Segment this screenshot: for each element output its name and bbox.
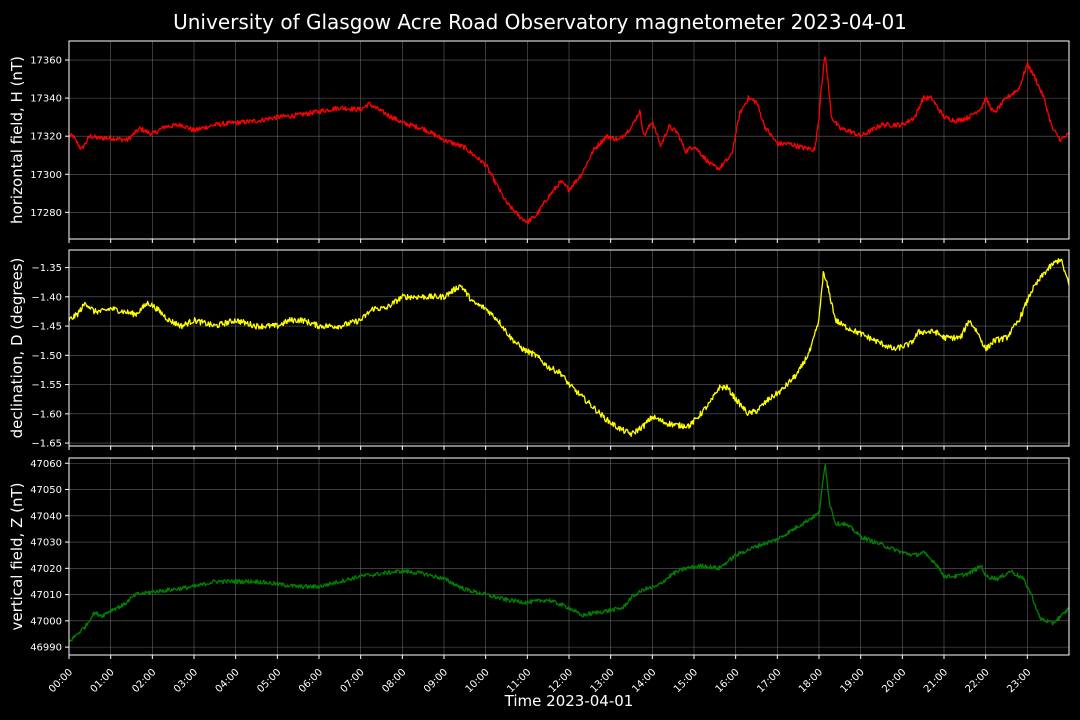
- y-tick-label: 47030: [30, 538, 62, 549]
- x-tick-label: 03:00: [172, 667, 200, 695]
- chart-title: University of Glasgow Acre Road Observat…: [173, 10, 907, 34]
- y-tick-label: 46990: [30, 643, 62, 654]
- x-tick-label: 02:00: [130, 667, 158, 695]
- series-line-Z: [68, 463, 1070, 642]
- x-tick-label: 12:00: [547, 667, 575, 695]
- y-tick-label: −1.40: [31, 292, 62, 303]
- panel-Z: 00:00 01:00 02:00 03:00 04:00 05:00 06:00 07:00…: [8, 457, 1070, 695]
- x-tick-label: 17:00: [755, 667, 783, 695]
- y-tick-label: 17280: [30, 208, 62, 219]
- x-tick-label: 04:00: [214, 667, 242, 695]
- y-axis-title: horizontal field, H (nT): [8, 56, 26, 224]
- x-tick-label: 20:00: [880, 667, 908, 695]
- panel-D: −1.65 −1.60 −1.55 −1.50 −1.45 −1.40 −1.35 decli…: [8, 249, 1070, 450]
- y-tick-label: 17320: [30, 132, 62, 143]
- x-tick-label: 08:00: [380, 667, 408, 695]
- plot-frame: [68, 249, 1070, 447]
- x-tick-label: 18:00: [797, 667, 825, 695]
- y-tick-label: 17300: [30, 170, 62, 181]
- x-tick-label: 16:00: [714, 667, 742, 695]
- y-tick-label: 17340: [30, 94, 62, 105]
- y-axis-title: vertical field, Z (nT): [8, 482, 26, 630]
- y-axis-title: declination, D (degrees): [8, 258, 26, 439]
- x-tick-label: 09:00: [422, 667, 450, 695]
- y-tick-label: 47010: [30, 590, 62, 601]
- x-tick-label: 11:00: [505, 667, 533, 695]
- x-tick-label: 14:00: [630, 667, 658, 695]
- x-tick-label: 07:00: [339, 667, 367, 695]
- y-tick-label: 17360: [30, 56, 62, 67]
- x-tick-label: 15:00: [672, 667, 700, 695]
- y-tick-label: 47040: [30, 511, 62, 522]
- y-tick-label: 47020: [30, 564, 62, 575]
- x-tick-label: 06:00: [297, 667, 325, 695]
- y-tick-label: 47060: [30, 459, 62, 470]
- y-tick-label: 47050: [30, 485, 62, 496]
- x-tick-label: 01:00: [89, 667, 117, 695]
- x-tick-label: 13:00: [589, 667, 617, 695]
- y-tick-label: −1.55: [31, 380, 62, 391]
- y-tick-label: −1.45: [31, 322, 62, 333]
- plot-frame: [68, 457, 1070, 656]
- x-tick-label: 00:00: [47, 667, 75, 695]
- x-tick-label: 21:00: [922, 667, 950, 695]
- x-axis-title: Time 2023-04-01: [504, 692, 634, 710]
- series-line-D: [68, 258, 1070, 438]
- x-tick-label: 23:00: [1005, 667, 1033, 695]
- plot-frame: [68, 40, 1070, 240]
- chart-panels: 17280 17300 17320 17340 17360 horizontal fiel…: [8, 40, 1070, 695]
- series-line-H: [68, 56, 1070, 225]
- x-tick-label: 05:00: [255, 667, 283, 695]
- y-tick-label: −1.35: [31, 263, 62, 274]
- y-tick-label: −1.65: [31, 439, 62, 450]
- y-tick-label: −1.50: [31, 351, 62, 362]
- x-tick-label: 10:00: [464, 667, 492, 695]
- x-tick-label: 22:00: [964, 667, 992, 695]
- panel-H: 17280 17300 17320 17340 17360 horizontal fiel…: [8, 40, 1070, 243]
- x-tick-label: 19:00: [839, 667, 867, 695]
- y-tick-label: −1.60: [31, 409, 62, 420]
- y-tick-label: 47000: [30, 616, 62, 627]
